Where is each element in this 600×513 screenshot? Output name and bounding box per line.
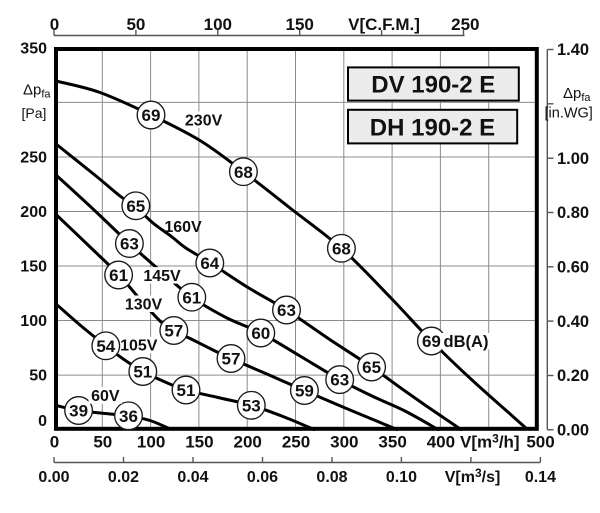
svg-text:300: 300 [330, 433, 358, 452]
svg-text:250: 250 [20, 150, 47, 167]
svg-text:200: 200 [20, 204, 47, 221]
svg-text:160V: 160V [164, 219, 202, 236]
svg-text:64: 64 [200, 254, 219, 273]
svg-text:61: 61 [182, 288, 201, 307]
svg-text:1.40: 1.40 [557, 41, 589, 59]
svg-text:65: 65 [126, 197, 145, 216]
svg-text:0.00: 0.00 [557, 422, 589, 440]
svg-text:350: 350 [378, 433, 406, 452]
svg-text:0.20: 0.20 [557, 367, 589, 385]
svg-text:68: 68 [234, 163, 253, 182]
svg-text:105V: 105V [120, 338, 158, 355]
svg-text:500: 500 [526, 433, 554, 452]
svg-text:51: 51 [133, 363, 152, 382]
svg-text:V[m3/s]: V[m3/s] [445, 466, 501, 486]
svg-text:0.60: 0.60 [557, 259, 589, 277]
svg-text:63: 63 [277, 301, 296, 320]
svg-text:0: 0 [38, 413, 47, 430]
svg-text:0.00: 0.00 [38, 469, 69, 486]
svg-text:0.04: 0.04 [177, 469, 208, 486]
svg-text:100: 100 [20, 313, 47, 330]
svg-text:350: 350 [20, 41, 47, 58]
svg-text:200: 200 [234, 433, 262, 452]
svg-text:V[m3/h]: V[m3/h] [460, 432, 520, 452]
svg-text:0: 0 [50, 15, 59, 34]
svg-text:[in.WG]: [in.WG] [545, 106, 593, 122]
svg-text:100: 100 [137, 433, 165, 452]
svg-text:DH 190-2 E: DH 190-2 E [370, 114, 495, 141]
svg-text:0: 0 [50, 433, 59, 452]
svg-text:130V: 130V [125, 296, 163, 313]
svg-text:60V: 60V [91, 388, 120, 405]
svg-text:61: 61 [109, 266, 128, 285]
svg-text:63: 63 [120, 235, 139, 254]
svg-text:54: 54 [96, 337, 115, 356]
svg-text:65: 65 [362, 358, 381, 377]
svg-text:150: 150 [185, 433, 213, 452]
svg-text:1.00: 1.00 [557, 150, 589, 168]
svg-text:400: 400 [427, 433, 455, 452]
svg-text:60: 60 [251, 324, 270, 343]
svg-text:53: 53 [242, 396, 261, 415]
svg-text:59: 59 [295, 382, 314, 401]
svg-text:dB(A): dB(A) [444, 333, 489, 351]
svg-text:0.06: 0.06 [247, 469, 278, 486]
svg-text:69: 69 [142, 106, 161, 125]
svg-text:0.10: 0.10 [386, 469, 417, 486]
svg-text:0.02: 0.02 [108, 469, 139, 486]
svg-text:230V: 230V [185, 112, 223, 129]
svg-text:0.14: 0.14 [525, 469, 556, 486]
svg-text:250: 250 [282, 433, 310, 452]
svg-text:V[C.F.M.]: V[C.F.M.] [348, 15, 420, 34]
svg-text:0.08: 0.08 [316, 469, 347, 486]
svg-text:39: 39 [69, 402, 88, 421]
svg-text:69: 69 [422, 332, 441, 351]
svg-text:57: 57 [222, 350, 241, 369]
svg-text:50: 50 [93, 433, 112, 452]
svg-text:68: 68 [332, 239, 351, 258]
svg-text:100: 100 [204, 15, 232, 34]
svg-text:50: 50 [126, 15, 145, 34]
svg-text:[Pa]: [Pa] [22, 105, 47, 121]
svg-text:145V: 145V [143, 268, 181, 285]
svg-text:0.40: 0.40 [557, 313, 589, 331]
svg-text:250: 250 [451, 15, 479, 34]
svg-text:150: 150 [20, 259, 47, 276]
svg-text:0.80: 0.80 [557, 204, 589, 222]
svg-text:DV 190-2 E: DV 190-2 E [371, 72, 495, 99]
svg-text:50: 50 [29, 368, 47, 385]
svg-text:57: 57 [164, 322, 183, 341]
svg-text:36: 36 [119, 407, 138, 426]
svg-text:63: 63 [330, 371, 349, 390]
svg-text:150: 150 [286, 15, 314, 34]
svg-text:51: 51 [177, 381, 196, 400]
